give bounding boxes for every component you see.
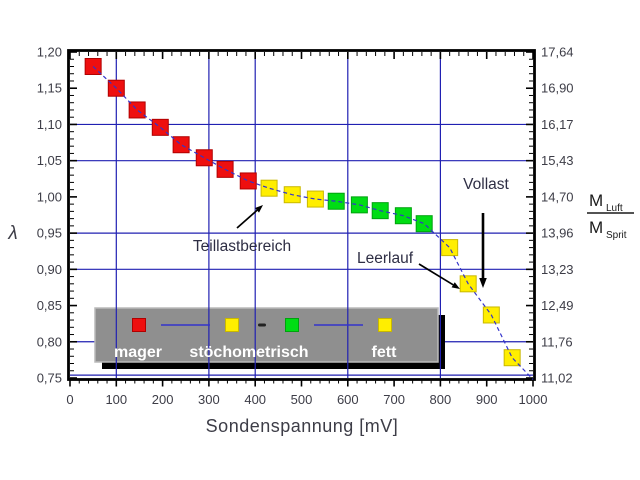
- legend-marker-red: [132, 318, 146, 332]
- x-tick-label: 600: [337, 392, 359, 407]
- legend-marker-green: [285, 318, 299, 332]
- x-tick-label: 900: [476, 392, 498, 407]
- annotation-arrow: [236, 209, 258, 229]
- annotation-text: Leerlauf: [357, 250, 414, 267]
- data-point-red: [128, 101, 146, 119]
- data-point-yellow: [260, 179, 278, 197]
- y-tick-label-left: 1,10: [37, 117, 62, 132]
- x-tick-label: 200: [152, 392, 174, 407]
- data-point-red: [172, 136, 190, 154]
- x-tick-label: 300: [198, 392, 220, 407]
- lambda-axis-label: λ: [7, 223, 17, 244]
- x-tick-label: 400: [244, 392, 266, 407]
- annotation-text: Teillastbereich: [193, 238, 291, 255]
- y-tick-label-left: 0,95: [37, 226, 62, 241]
- y-tick-label-right: 14,70: [541, 189, 574, 204]
- data-point-yellow: [306, 190, 324, 208]
- legend-marker-yellow: [378, 318, 392, 332]
- fraction-denominator: M: [589, 218, 603, 237]
- fraction-denominator-sub: Sprit: [606, 230, 627, 241]
- legend-label: fett: [372, 344, 398, 361]
- x-tick-label: 500: [291, 392, 313, 407]
- data-point-red: [151, 118, 169, 136]
- y-tick-label-right: 15,43: [541, 153, 574, 168]
- data-point-green: [415, 215, 433, 233]
- x-tick-label: 100: [105, 392, 127, 407]
- x-tick-label: 700: [383, 392, 405, 407]
- y-tick-label-right: 13,96: [541, 226, 574, 241]
- legend-marker-yellow: [225, 318, 239, 332]
- data-point-red: [239, 172, 257, 190]
- x-tick-label: 0: [66, 392, 73, 407]
- legend-label: stöchometrisch: [189, 344, 308, 361]
- x-tick-label: 1000: [519, 392, 548, 407]
- y-tick-label-left: 1,00: [37, 189, 62, 204]
- y-tick-label-left: 0,90: [37, 262, 62, 277]
- fraction-numerator-sub: Luft: [606, 203, 623, 214]
- data-point-yellow: [441, 239, 459, 257]
- legend-box: [94, 307, 439, 363]
- y-tick-label-right: 16,17: [541, 117, 574, 132]
- data-point-green: [327, 192, 345, 210]
- annotation-arrow: [418, 263, 454, 286]
- y-tick-label-right: 11,02: [541, 371, 573, 386]
- x-axis-title: Sondenspannung [mV]: [206, 416, 399, 436]
- y-tick-label-left: 0,85: [37, 298, 62, 313]
- annotation-text: Vollast: [463, 176, 509, 193]
- legend-dash-sample: [258, 323, 266, 327]
- y-tick-label-left: 1,05: [37, 153, 62, 168]
- y-tick-label-right: 17,64: [541, 45, 574, 60]
- legend-label: mager: [114, 344, 162, 361]
- annotation-arrow-head: [254, 205, 263, 213]
- y-tick-label-right: 16,90: [541, 81, 574, 96]
- data-point-red: [195, 149, 213, 167]
- y-tick-label-left: 1,20: [37, 45, 62, 60]
- y-tick-label-right: 13,23: [541, 262, 574, 277]
- annotation-arrow-head: [451, 282, 460, 289]
- y-tick-label-right: 12,49: [541, 298, 574, 313]
- y-tick-label-left: 0,75: [37, 371, 62, 386]
- y-tick-label-left: 1,15: [37, 81, 62, 96]
- y-tick-label-left: 0,80: [37, 334, 62, 349]
- fraction-numerator: M: [589, 191, 603, 210]
- data-point-yellow: [503, 349, 521, 367]
- data-curve: [92, 66, 534, 380]
- annotation-arrow-head: [479, 278, 487, 288]
- x-tick-label: 800: [430, 392, 452, 407]
- y-tick-label-right: 11,76: [541, 334, 573, 349]
